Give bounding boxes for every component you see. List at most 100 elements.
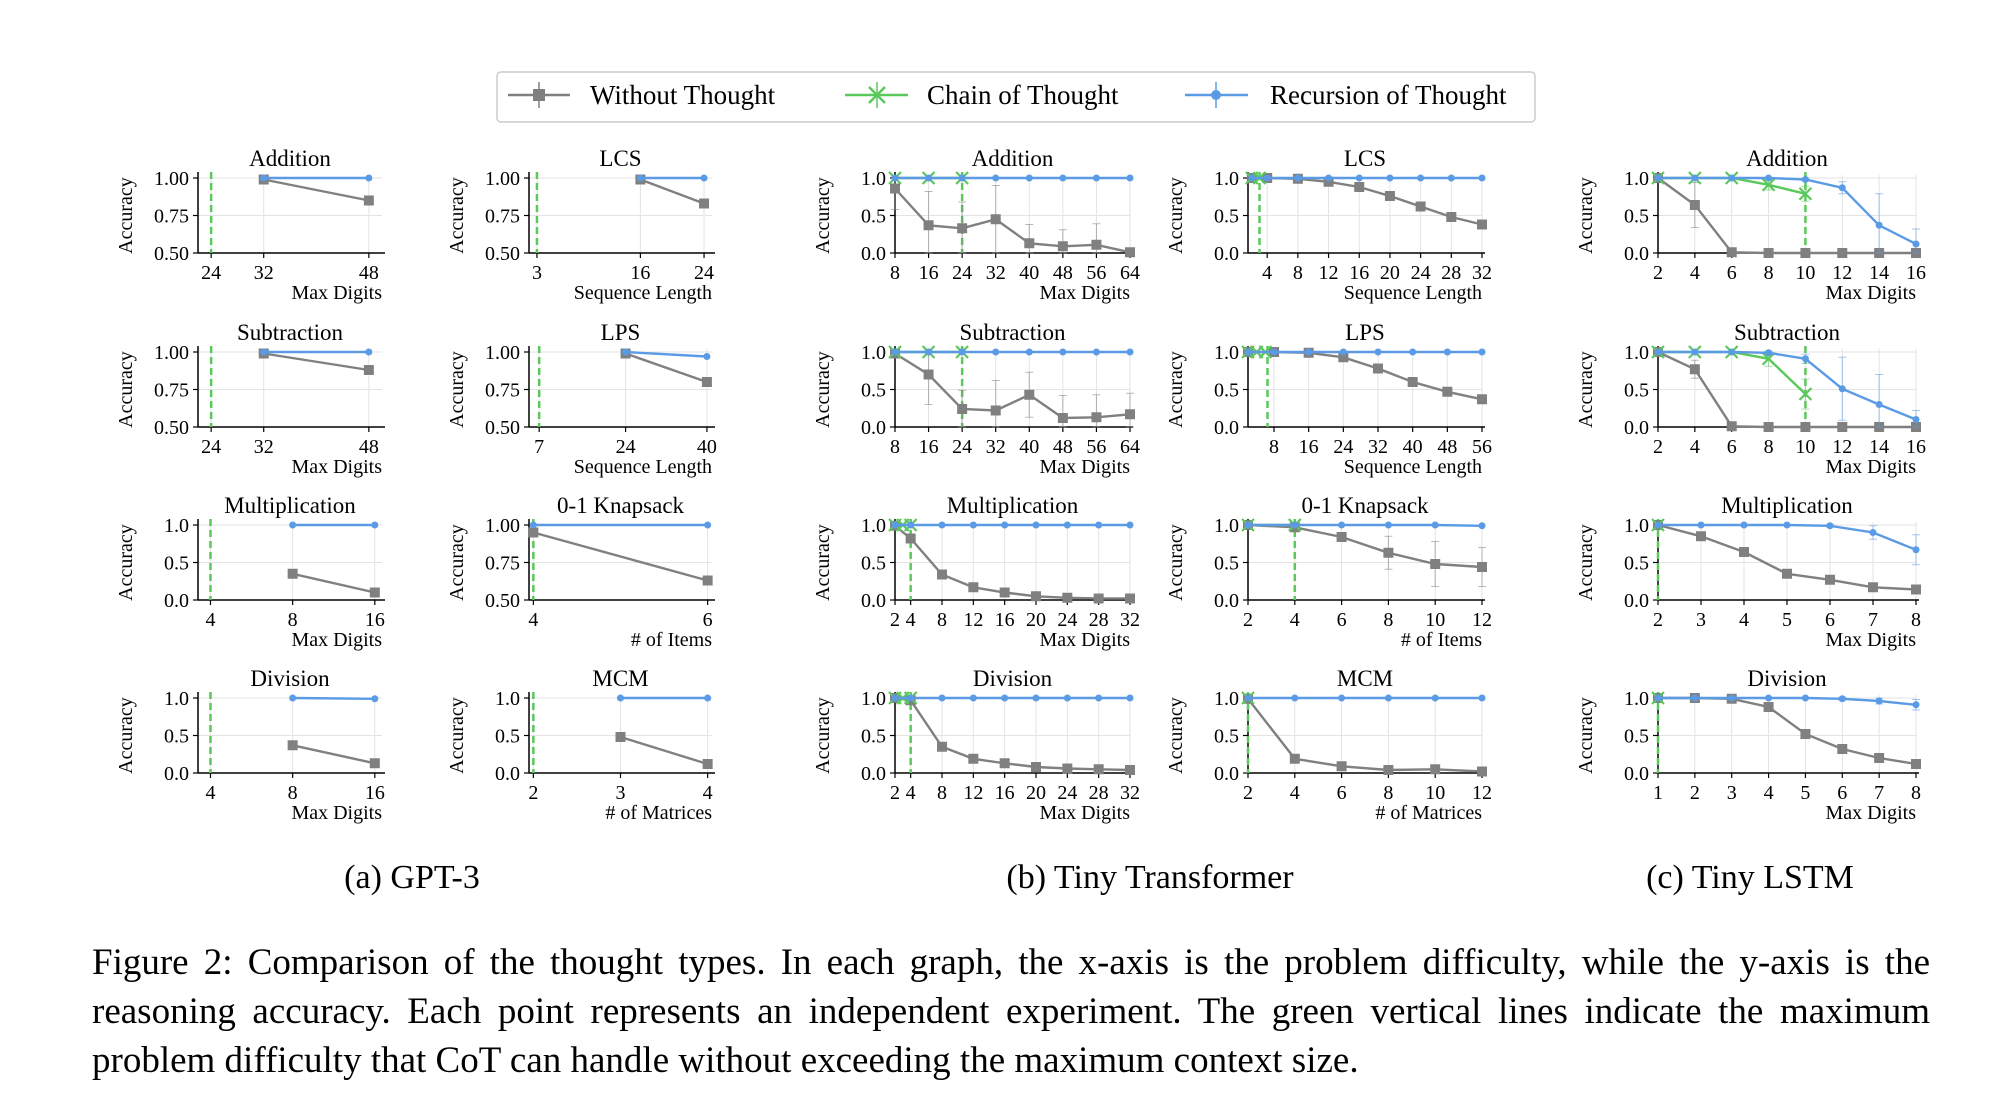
series-line	[625, 350, 707, 358]
data-point	[1336, 761, 1347, 772]
data-point	[937, 569, 947, 580]
x-axis-label: Max Digits	[1039, 629, 1130, 651]
data-point	[1875, 221, 1883, 229]
data-point	[1728, 694, 1736, 702]
x-tick-label: 2	[890, 782, 900, 804]
data-point	[1031, 762, 1041, 772]
legend-without-thought: Without Thought	[508, 80, 776, 110]
x-tick-label: 16	[919, 262, 939, 284]
y-axis-label: Accuracy	[446, 177, 468, 254]
x-tick-label: 2	[1243, 782, 1253, 804]
data-point	[1912, 701, 1920, 709]
series-rot	[891, 174, 1134, 182]
x-tick-label: 16	[1906, 262, 1926, 284]
chart-title: LPS	[601, 320, 641, 345]
data-point	[1415, 201, 1426, 212]
x-tick-label: 48	[1437, 436, 1457, 458]
chart-title: MCM	[592, 666, 648, 691]
data-point	[529, 521, 537, 529]
y-axis-label: Accuracy	[1575, 524, 1597, 601]
data-point	[1838, 385, 1846, 393]
x-tick-label: 8	[1911, 782, 1921, 804]
x-tick-label: 48	[1053, 436, 1073, 458]
x-tick-label: 14	[1869, 436, 1889, 458]
y-tick-label: 1.0	[1214, 515, 1239, 537]
chart-title: Division	[1747, 666, 1827, 691]
x-tick-label: 40	[1019, 436, 1039, 458]
x-tick-label: 12	[1472, 782, 1492, 804]
legend: Without Thought Chain of Thought Recursi…	[496, 71, 1536, 123]
x-tick-label: 12	[1832, 262, 1852, 284]
x-tick-label: 5	[1800, 782, 1810, 804]
chart-0-lps: 0.50 0.75 1.00 7 24 40 LPS Sequence Length Accur…	[446, 320, 717, 478]
data-point	[1383, 547, 1394, 558]
data-point	[1478, 348, 1486, 356]
x-tick-label: 32	[1368, 436, 1388, 458]
y-tick-label: 0.0	[861, 763, 886, 785]
data-point	[1765, 694, 1773, 702]
chart-1-mcm: 0.0 0.5 1.0 2 4 6 8 10 12 MCM # of Matrices Accurac…	[1165, 666, 1492, 824]
x-axis-label: # of Items	[1401, 629, 1482, 651]
data-point	[992, 348, 1000, 356]
y-tick-label: 0.75	[485, 380, 520, 402]
data-point	[617, 694, 624, 702]
data-point	[1384, 694, 1392, 702]
x-tick-label: 5	[1782, 609, 1792, 631]
data-point	[923, 369, 934, 380]
data-point	[1761, 177, 1776, 192]
series-line	[625, 352, 708, 384]
chart-1-0-1-knapsack: 0.0 0.5 1.0 2 4 6 8 10 12 0-1 Knapsack # of Items A…	[1165, 493, 1492, 651]
data-point	[1837, 248, 1848, 258]
chart-0-addition: 0.50 0.75 1.00 24 32 48 Addition Max Digits Accu…	[115, 146, 385, 304]
data-point	[937, 741, 947, 752]
data-point	[891, 174, 899, 182]
y-tick-label: 0.75	[154, 206, 189, 228]
data-point	[1478, 694, 1486, 702]
x-tick-label: 20	[1026, 782, 1046, 804]
x-tick-label: 56	[1086, 436, 1106, 458]
y-tick-label: 1.00	[154, 168, 189, 190]
x-tick-label: 24	[1057, 782, 1077, 804]
data-point	[1338, 521, 1346, 529]
y-axis-label: Accuracy	[115, 697, 137, 774]
x-axis-label: # of Matrices	[605, 802, 712, 824]
data-point	[1291, 694, 1299, 702]
data-point	[1323, 176, 1334, 187]
y-tick-label: 0.5	[1624, 380, 1649, 402]
chart-title: Addition	[1746, 146, 1828, 171]
data-point	[1126, 348, 1134, 356]
x-tick-label: 6	[1337, 782, 1347, 804]
series-line	[1658, 350, 1917, 421]
data-point	[1838, 695, 1846, 703]
y-tick-label: 0.5	[1624, 553, 1649, 575]
chart-2-subtraction: 0.0 0.5 1.0 2 4 6 8 10 12 14 16 Subtraction Max Digi…	[1575, 320, 1926, 478]
data-point	[1125, 247, 1135, 258]
series-rot	[260, 174, 373, 182]
data-point	[1057, 241, 1068, 252]
data-point	[289, 694, 297, 702]
y-tick-label: 0.0	[1624, 417, 1649, 439]
x-tick-label: 4	[205, 609, 215, 631]
data-point	[938, 694, 946, 702]
data-point	[1059, 174, 1067, 182]
data-point	[1291, 521, 1299, 529]
data-point	[1407, 377, 1418, 387]
y-tick-label: 0.75	[485, 553, 520, 575]
data-point	[1654, 694, 1662, 702]
data-point	[968, 753, 979, 764]
data-point	[702, 575, 713, 586]
subfigure-label: (b) Tiny Transformer	[1006, 859, 1294, 896]
data-point	[1025, 174, 1033, 182]
data-point	[1125, 409, 1135, 420]
chart-2-addition: 0.0 0.5 1.0 2 4 6 8 10 12 14 16 Addition Max Digits A…	[1575, 146, 1926, 304]
data-point	[1430, 764, 1441, 775]
x-tick-label: 48	[359, 436, 379, 458]
data-point	[1384, 191, 1395, 201]
x-tick-label: 7	[534, 436, 544, 458]
data-point	[907, 694, 915, 702]
data-point	[704, 694, 712, 702]
x-tick-label: 20	[1380, 262, 1400, 284]
data-point	[1431, 521, 1439, 529]
x-tick-label: 2	[1243, 609, 1253, 631]
chart-title: Multiplication	[224, 493, 356, 518]
